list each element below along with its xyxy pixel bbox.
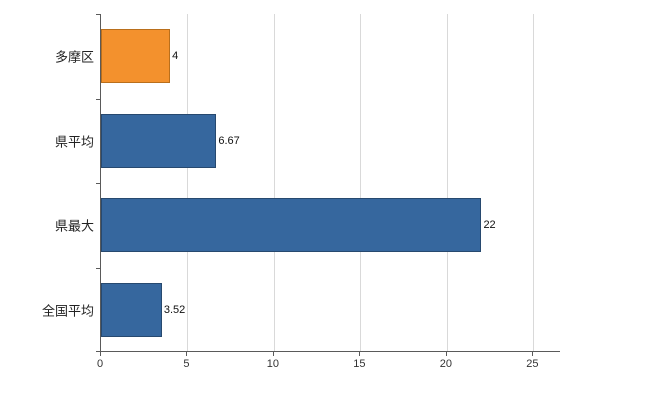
- x-axis-tick: [100, 352, 101, 356]
- category-label: 県平均: [54, 134, 94, 150]
- x-axis-tick-label: 25: [526, 358, 539, 370]
- x-axis-tick: [272, 352, 274, 356]
- x-axis-tick-label: 15: [353, 358, 366, 370]
- y-axis-tick: [96, 267, 100, 269]
- x-axis-tick-label: 20: [439, 358, 452, 370]
- bar-4: [101, 282, 162, 337]
- gridline: [187, 14, 189, 351]
- category-label: 県最大: [54, 218, 94, 234]
- bar-value-label: 4: [172, 50, 179, 63]
- x-axis-tick-label: 5: [183, 358, 190, 370]
- y-axis-tick: [96, 183, 100, 184]
- x-axis-tick-label: 10: [266, 358, 280, 370]
- bar-2: [101, 113, 217, 168]
- category-label: 全国平均: [41, 303, 94, 319]
- y-axis-tick: [96, 351, 100, 352]
- bar-3: [101, 198, 482, 253]
- gridline: [273, 14, 275, 351]
- x-axis-tick: [532, 352, 534, 356]
- bar-value-label: 22: [483, 219, 496, 232]
- bar-value-label: 3.52: [163, 303, 186, 316]
- x-axis-tick-label: 0: [96, 358, 104, 370]
- x-axis-tick: [445, 352, 447, 356]
- gridline: [533, 14, 535, 351]
- category-label: 多摩区: [54, 49, 94, 65]
- x-axis-tick: [359, 352, 361, 356]
- y-axis-tick: [96, 98, 100, 100]
- gridline: [446, 14, 448, 351]
- bar-1: [101, 29, 171, 84]
- x-axis-tick: [186, 352, 188, 356]
- gridline: [360, 14, 362, 351]
- y-axis-tick: [96, 14, 100, 15]
- plot-area: [100, 14, 560, 352]
- bar-value-label: 6.67: [218, 134, 240, 147]
